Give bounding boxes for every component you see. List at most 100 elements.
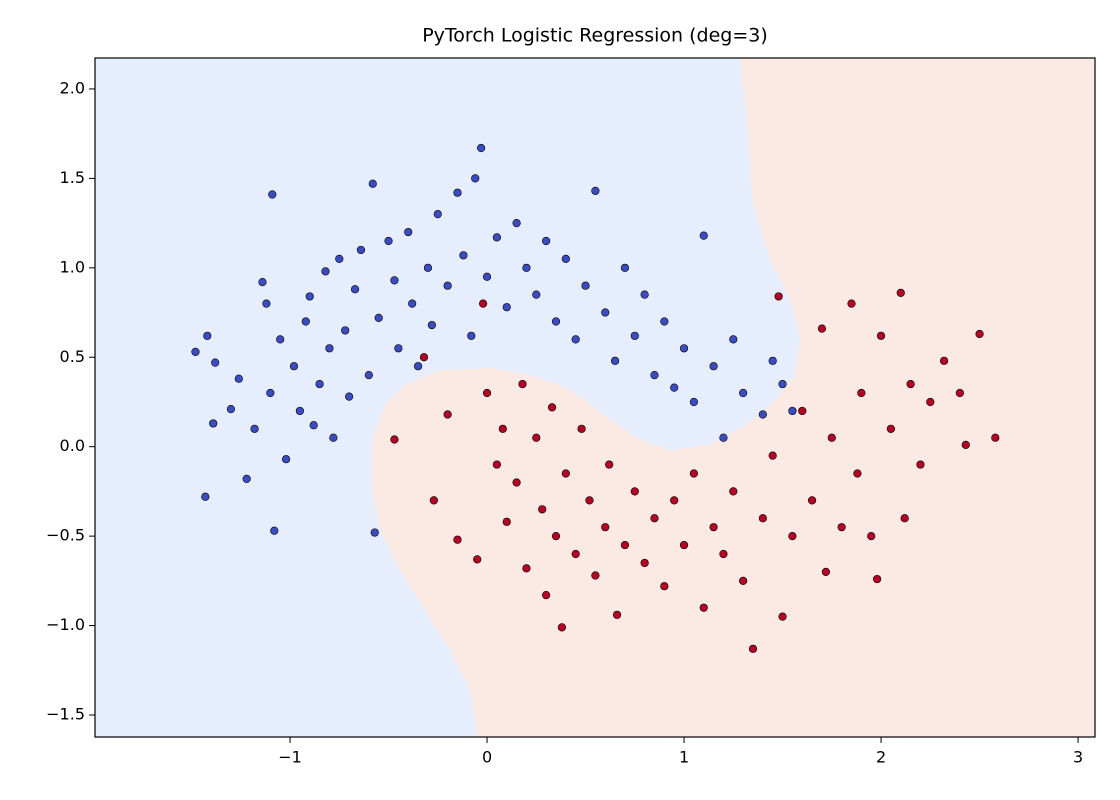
x-tick-label: 0 [482,748,492,767]
point [729,487,738,496]
point [276,335,285,344]
point [605,460,614,469]
point [699,231,708,240]
point [719,549,728,559]
point [459,251,468,260]
point [370,528,379,537]
point [601,308,610,317]
point [808,496,817,505]
point [479,299,488,308]
point [345,392,354,401]
point [492,460,501,469]
point [768,356,777,365]
point [482,388,492,398]
point [512,218,521,228]
point [660,317,669,326]
point [939,356,949,365]
point [301,317,310,326]
y-tick-label: −0.5 [46,526,85,545]
point [876,331,886,340]
point [268,190,277,199]
point [364,371,373,380]
point [778,379,787,389]
point [991,433,1000,442]
chart-title: PyTorch Logistic Regression (deg=3) [422,25,768,47]
point [522,564,531,573]
point [482,272,492,281]
point [390,435,399,444]
point [453,188,462,197]
point [788,532,797,541]
point [620,263,630,272]
point [443,410,452,419]
point [289,362,299,371]
point [837,523,846,532]
point [408,299,417,308]
point [390,276,399,285]
point [325,344,334,353]
y-tick-label: 0.0 [60,436,85,455]
point [295,406,304,416]
point [886,424,896,433]
point [551,532,561,541]
point [309,421,318,430]
point [709,362,718,371]
point [699,603,708,612]
point [384,236,393,246]
point [817,324,827,333]
point [211,358,220,367]
point [423,263,433,272]
point [561,254,570,263]
point [601,523,610,532]
point [961,440,970,450]
points [191,143,1000,653]
point [234,374,243,383]
y-tick-label: −1.0 [46,615,85,634]
point [916,460,925,469]
point [758,514,767,523]
x-tick-label: 1 [679,748,689,767]
y-tick-label: −1.5 [46,704,85,723]
point [209,419,218,428]
point [670,496,679,505]
point [226,405,236,414]
point [620,540,630,550]
point [315,379,324,389]
point [768,451,777,460]
point [512,478,521,487]
point [542,236,551,246]
point [242,474,251,483]
point [453,535,462,544]
point [356,245,366,255]
point [532,433,541,442]
point [847,299,856,308]
point [748,644,758,653]
point [557,623,567,632]
point [650,371,659,380]
point [689,397,698,407]
point [492,233,501,242]
point [679,344,689,353]
point [821,567,830,577]
point [538,505,547,514]
y-tick-label: 0.5 [60,347,85,366]
point [368,179,377,188]
x-tick-label: 3 [1073,748,1083,767]
point [900,514,909,523]
point [630,331,639,340]
point [341,326,350,335]
point [203,331,212,340]
point [709,523,718,532]
point [798,406,807,416]
point [502,517,511,526]
point [250,424,259,433]
y-tick-label: 2.0 [60,78,85,97]
point [542,591,551,600]
point [201,492,210,501]
point [419,353,429,362]
point [896,288,905,297]
point [591,571,600,580]
point [305,292,314,301]
point [561,469,570,478]
y-tick-label: 1.0 [60,257,85,276]
